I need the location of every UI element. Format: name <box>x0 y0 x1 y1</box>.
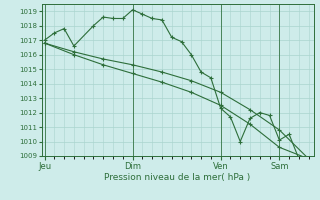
X-axis label: Pression niveau de la mer( hPa ): Pression niveau de la mer( hPa ) <box>104 173 251 182</box>
